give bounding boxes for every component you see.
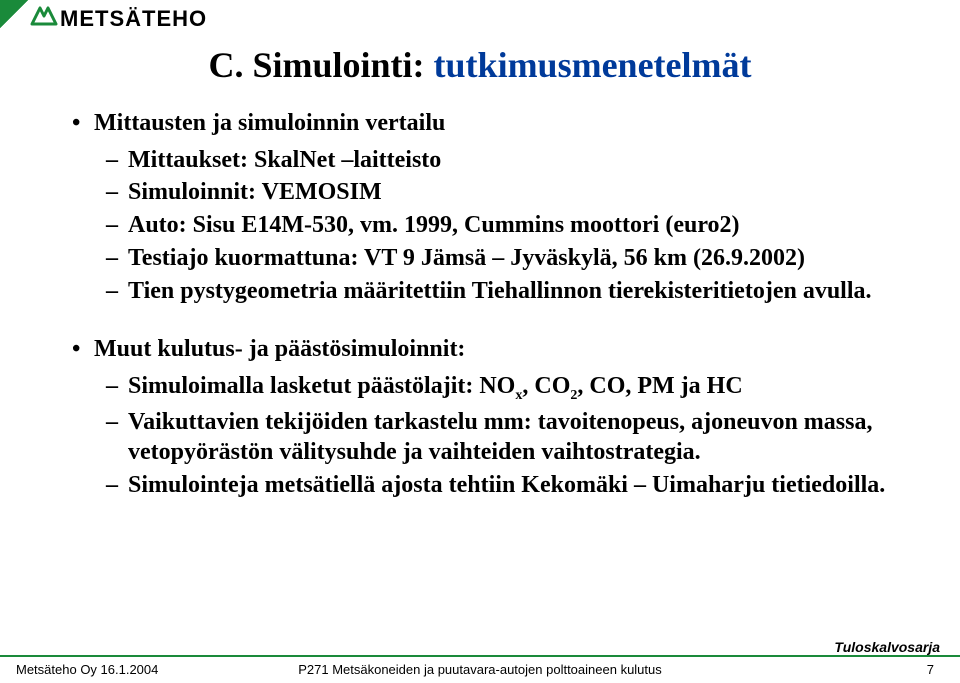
title-part-1: C. Simulointi: xyxy=(209,45,434,85)
footer-page: 7 xyxy=(927,662,934,677)
body-content: Mittausten ja simuloinnin vertailu Mitta… xyxy=(72,108,906,503)
footer-series: Tuloskalvosarja xyxy=(834,639,940,655)
footer: Tuloskalvosarja Metsäteho Oy 16.1.2004 P… xyxy=(0,637,960,683)
corner-accent xyxy=(0,0,28,28)
bullet-2-sub-1: Simuloimalla lasketut päästölajit: NOx, … xyxy=(72,371,906,405)
footer-mid: P271 Metsäkoneiden ja puutavara-autojen … xyxy=(0,662,960,677)
bullet-2-sub-3: Simulointeja metsätiellä ajosta tehtiin … xyxy=(72,470,906,501)
bullet-1: Mittausten ja simuloinnin vertailu xyxy=(72,108,906,139)
logo-text: METSÄTEHO xyxy=(60,6,207,32)
bullet-2: Muut kulutus- ja päästösimuloinnit: xyxy=(72,334,906,365)
footer-divider xyxy=(0,655,960,657)
spacer xyxy=(72,308,906,334)
logo: METSÄTEHO xyxy=(30,4,207,33)
leaf-icon xyxy=(30,4,58,33)
sub1-a: Simuloimalla lasketut päästölajit: NO xyxy=(128,373,515,399)
slide-title: C. Simulointi: tutkimusmenetelmät xyxy=(0,44,960,86)
bullet-1-sub-3: Auto: Sisu E14M-530, vm. 1999, Cummins m… xyxy=(72,210,906,241)
bullet-1-sub-2: Simuloinnit: VEMOSIM xyxy=(72,177,906,208)
bullet-2-sub-2: Vaikuttavien tekijöiden tarkastelu mm: t… xyxy=(72,407,906,468)
bullet-1-sub-5: Tien pystygeometria määritettiin Tiehall… xyxy=(72,276,906,307)
bullet-1-sub-4: Testiajo kuormattuna: VT 9 Jämsä – Jyväs… xyxy=(72,243,906,274)
sub1-c: , CO, PM ja HC xyxy=(577,373,742,399)
sub1-b: , CO xyxy=(522,373,570,399)
title-part-2: tutkimusmenetelmät xyxy=(434,45,752,85)
slide: METSÄTEHO C. Simulointi: tutkimusmenetel… xyxy=(0,0,960,683)
bullet-1-sub-1: Mittaukset: SkalNet –laitteisto xyxy=(72,145,906,176)
